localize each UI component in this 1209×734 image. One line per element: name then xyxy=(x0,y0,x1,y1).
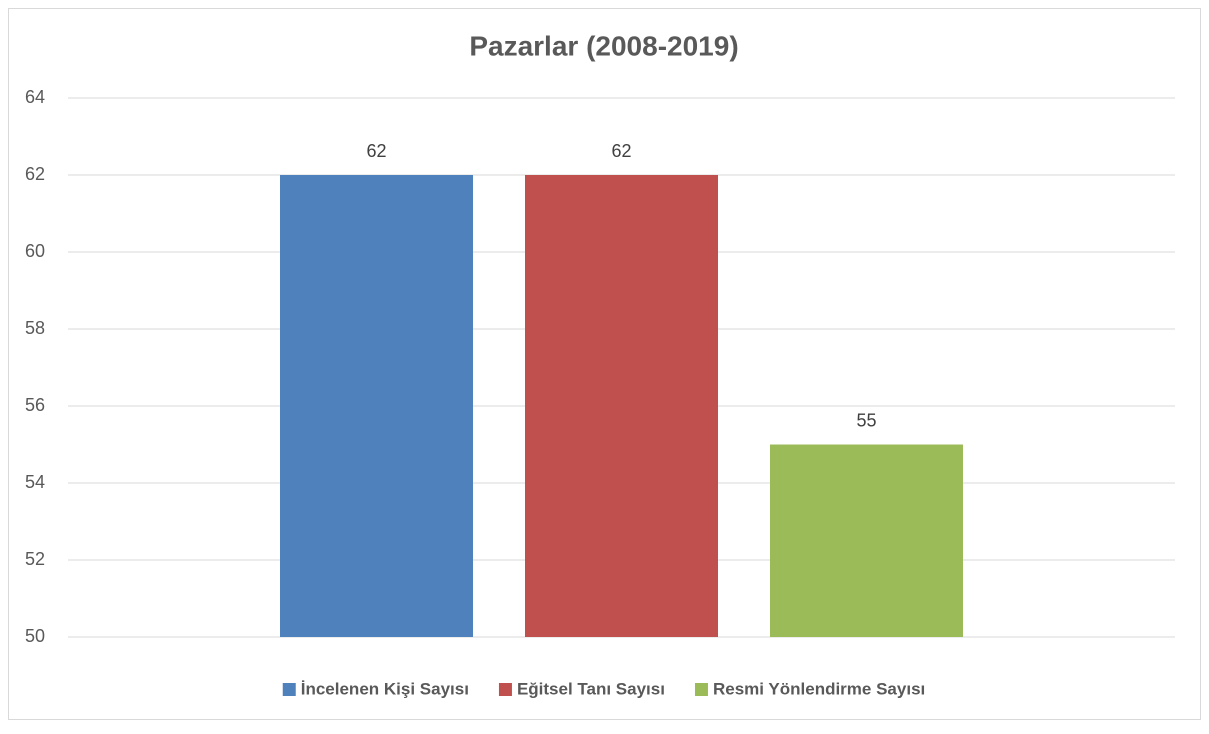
data-label: 55 xyxy=(856,410,876,430)
y-tick-label: 56 xyxy=(25,395,45,415)
bar xyxy=(280,175,473,637)
y-tick-label: 60 xyxy=(25,241,45,261)
y-tick-label: 52 xyxy=(25,549,45,569)
legend-label: Resmi Yönlendirme Sayısı xyxy=(713,679,925,698)
y-tick-label: 64 xyxy=(25,87,45,107)
y-tick-label: 50 xyxy=(25,626,45,646)
legend-swatch xyxy=(694,683,708,696)
y-tick-label: 54 xyxy=(25,472,45,492)
legend-label: İncelenen Kişi Sayısı xyxy=(301,679,469,698)
data-label: 62 xyxy=(366,141,386,161)
legend-swatch xyxy=(282,683,296,696)
legend-swatch xyxy=(498,683,512,696)
y-tick-label: 58 xyxy=(25,318,45,338)
data-label: 62 xyxy=(611,141,631,161)
bar xyxy=(770,444,963,637)
y-tick-label: 62 xyxy=(25,164,45,184)
chart-title: Pazarlar (2008-2019) xyxy=(469,30,738,61)
legend-label: Eğitsel Tanı Sayısı xyxy=(517,679,665,698)
bar xyxy=(525,175,718,637)
